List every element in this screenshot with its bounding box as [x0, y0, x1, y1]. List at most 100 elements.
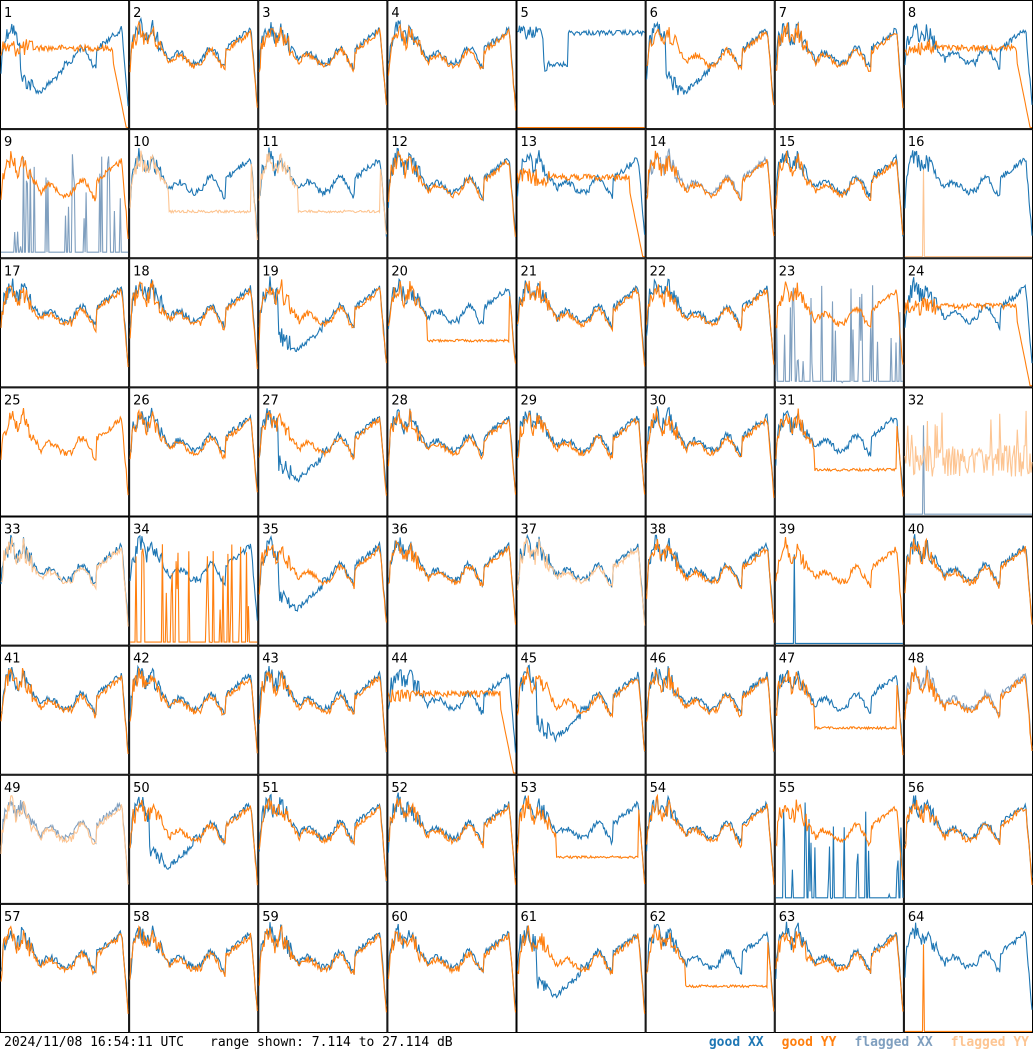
series-xx-line: [904, 23, 1033, 105]
series-yy-line: [775, 670, 904, 756]
series-yy-line: [129, 667, 258, 754]
panel-label: 18: [133, 264, 150, 279]
panel-label: 1: [4, 6, 12, 21]
panel-44: 44: [387, 645, 517, 775]
panel-56: 56: [903, 774, 1033, 904]
panel-label: 64: [908, 910, 925, 925]
series-yy-line: [387, 539, 517, 625]
series-yy-line: [258, 924, 387, 1013]
series-xx-line: [516, 664, 646, 753]
panel-frame: [387, 645, 517, 775]
series-yy-line: [387, 689, 516, 774]
panel-64: 64: [903, 903, 1033, 1033]
panel-33: 33: [0, 516, 130, 646]
panel-label: 9: [4, 135, 12, 150]
panel-label: 13: [521, 135, 538, 150]
panel-40: 40: [903, 516, 1033, 646]
series-yy-line: [258, 797, 387, 882]
panel-label: 7: [779, 6, 787, 21]
panel-label: 37: [521, 523, 538, 538]
panel-label: 33: [4, 523, 21, 538]
series-yy-line: [0, 151, 129, 239]
series-yy-line: [129, 280, 258, 370]
series-yy-line: [904, 665, 1033, 752]
series-yy-line: [258, 152, 387, 235]
panel-27: 27: [258, 387, 388, 517]
series-yy-line: [646, 667, 775, 752]
panel-17: 17: [0, 258, 130, 388]
series-xx-line: [646, 666, 775, 753]
panel-label: 19: [262, 264, 279, 279]
panel-3: 3: [258, 0, 388, 130]
series-yy-line: [129, 150, 258, 241]
panel-31: 31: [774, 387, 904, 517]
panel-10: 10: [129, 129, 259, 259]
series-yy-line: [516, 925, 646, 1014]
panel-23: 23: [774, 258, 904, 388]
panel-label: 32: [908, 393, 925, 408]
panel-36: 36: [387, 516, 517, 646]
panel-label: 31: [779, 393, 796, 408]
series-yy-line: [775, 537, 904, 625]
panel-label: 35: [262, 523, 279, 538]
panel-label: 40: [908, 523, 925, 538]
series-xx-line: [0, 278, 129, 365]
panel-label: 15: [779, 135, 796, 150]
panel-2: 2: [129, 0, 259, 130]
series-xx-line: [258, 276, 387, 362]
panel-7: 7: [774, 0, 904, 130]
series-xx-line: [646, 406, 775, 491]
series-yy-line: [0, 408, 129, 496]
panel-51: 51: [258, 774, 388, 904]
legend-good-yy: good YY: [781, 1035, 837, 1050]
series-yy-line: [387, 281, 517, 364]
panel-label: 8: [908, 6, 916, 21]
panel-label: 46: [650, 652, 667, 667]
panel-label: 50: [133, 781, 150, 796]
series-xx-line: [516, 150, 646, 235]
panel-62: 62: [645, 903, 775, 1033]
panel-16: 16: [903, 129, 1033, 259]
panel-frame: [0, 903, 130, 1033]
panel-label: 12: [391, 135, 408, 150]
panel-label: 10: [133, 135, 150, 150]
legend-flagged-yy: flagged YY: [950, 1035, 1029, 1050]
series-xx-line: [387, 669, 517, 753]
series-xx-line: [517, 25, 646, 72]
panel-frame: [0, 516, 130, 646]
panel-label: 34: [133, 523, 150, 538]
series-yy-line: [775, 408, 904, 497]
series-yy-line: [0, 667, 129, 754]
panel-label: 58: [133, 910, 150, 925]
panel-47: 47: [774, 645, 904, 775]
panel-frame: [516, 516, 646, 646]
panel-28: 28: [387, 387, 517, 517]
panel-label: 39: [779, 523, 796, 538]
panel-19: 19: [258, 258, 388, 388]
series-yy-line: [0, 795, 129, 885]
legend-good-xx: good XX: [708, 1035, 764, 1050]
series-yy-line: [387, 23, 517, 111]
series-yy-line: [388, 798, 517, 885]
series-yy-line: [516, 536, 646, 626]
panel-label: 30: [650, 393, 667, 408]
series-yy-line: [646, 539, 775, 623]
series-yy-line: [0, 285, 129, 368]
panel-26: 26: [129, 387, 259, 517]
series-xx-line: [129, 407, 258, 490]
series-yy-line: [129, 799, 258, 886]
series-yy-line: [516, 280, 646, 367]
panel-1: 1: [0, 0, 130, 130]
panel-22: 22: [645, 258, 775, 388]
panel-frame: [903, 387, 1033, 517]
series-xx-line: [775, 802, 904, 900]
legend: good XX good YY flagged XX flagged YY: [709, 1033, 1029, 1053]
panel-label: 51: [262, 781, 279, 796]
series-yy-line: [646, 408, 775, 498]
series-yy-line: [646, 27, 775, 106]
series-xx-line: [1, 154, 129, 253]
panel-label: 20: [391, 264, 408, 279]
panel-35: 35: [258, 516, 388, 646]
panel-frame: [129, 129, 259, 259]
panel-label: 36: [391, 523, 408, 538]
